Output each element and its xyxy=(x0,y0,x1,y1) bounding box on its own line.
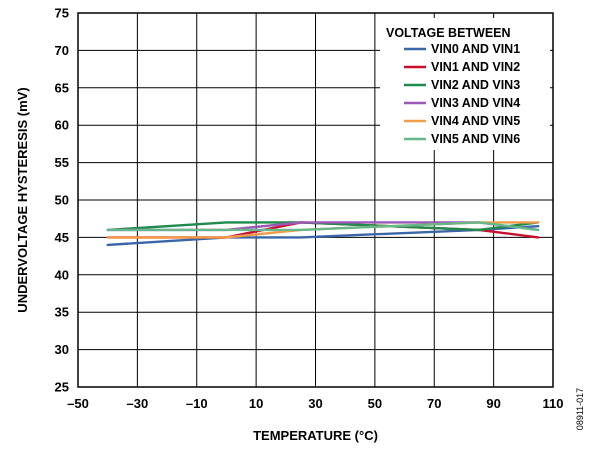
x-tick-label: –30 xyxy=(127,396,149,411)
x-tick-label: 90 xyxy=(486,396,500,411)
legend-label: VIN4 AND VIN5 xyxy=(431,114,520,128)
y-tick-label: 35 xyxy=(55,305,69,320)
y-tick-label: 55 xyxy=(55,155,69,170)
legend-title: VOLTAGE BETWEEN xyxy=(386,26,511,40)
y-tick-label: 30 xyxy=(55,342,69,357)
legend-label: VIN3 AND VIN4 xyxy=(431,96,520,110)
legend: VOLTAGE BETWEEN VIN0 AND VIN1 VIN1 AND VI… xyxy=(380,18,550,150)
legend-label: VIN5 AND VIN6 xyxy=(431,132,520,146)
y-tick-label: 45 xyxy=(55,230,69,245)
x-tick-label: 50 xyxy=(368,396,382,411)
x-tick-label: –10 xyxy=(186,396,208,411)
plot-frame xyxy=(77,12,554,388)
y-tick-label: 25 xyxy=(55,380,69,395)
y-axis-title: UNDERVOLTAGE HYSTERESIS (mV) xyxy=(15,87,30,312)
series-line xyxy=(106,224,540,247)
y-tick-labels: 25 30 35 40 45 50 55 60 65 70 75 xyxy=(55,6,69,395)
x-axis-title: TEMPERATURE (°C) xyxy=(253,428,378,443)
y-tick-label: 70 xyxy=(55,43,69,58)
y-tick-label: 65 xyxy=(55,80,69,95)
x-tick-label: 110 xyxy=(543,396,564,411)
series-line xyxy=(106,221,540,232)
legend-label: VIN2 AND VIN3 xyxy=(431,78,520,92)
x-tick-label: 10 xyxy=(249,396,263,411)
y-tick-label: 40 xyxy=(55,267,69,282)
legend-label: VIN1 AND VIN2 xyxy=(431,60,520,74)
legend-label: VIN0 AND VIN1 xyxy=(431,42,520,56)
y-tick-label: 75 xyxy=(55,6,69,21)
legend-items: VIN0 AND VIN1 VIN1 AND VIN2 VIN2 AND VIN3 V… xyxy=(404,42,520,146)
figure-id: 08911-017 xyxy=(575,388,585,430)
x-tick-label: 30 xyxy=(308,396,322,411)
x-tick-labels: –50 –30 –10 10 30 50 70 90 110 xyxy=(67,396,563,411)
y-tick-label: 50 xyxy=(55,193,69,208)
x-tick-label: 70 xyxy=(427,396,441,411)
y-tick-label: 60 xyxy=(55,118,69,133)
x-tick-label: –50 xyxy=(67,396,89,411)
series-layer xyxy=(106,221,540,247)
